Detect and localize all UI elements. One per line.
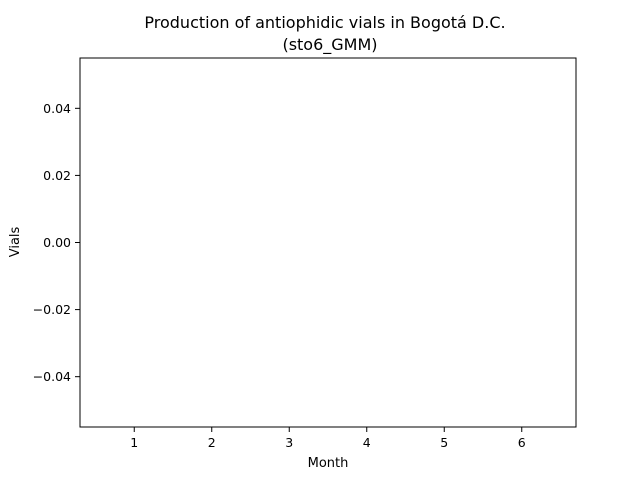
chart-title: Production of antiophidic vials in Bogot… bbox=[144, 13, 505, 32]
x-tick-label: 4 bbox=[363, 435, 371, 450]
x-tick-label: 6 bbox=[518, 435, 526, 450]
x-tick-label: 1 bbox=[130, 435, 138, 450]
x-axis: 1 2 3 4 5 6 bbox=[130, 427, 526, 450]
y-tick-label: 0.02 bbox=[43, 168, 71, 183]
y-axis: 0.04 0.02 0.00 −0.02 −0.04 bbox=[33, 101, 80, 384]
x-axis-label: Month bbox=[308, 456, 349, 471]
x-tick-label: 2 bbox=[208, 435, 216, 450]
y-tick-label: −0.04 bbox=[33, 369, 71, 384]
y-tick-label: 0.04 bbox=[43, 101, 71, 116]
y-tick-label: −0.02 bbox=[33, 302, 71, 317]
x-tick-label: 3 bbox=[285, 435, 293, 450]
chart-subtitle: (sto6_GMM) bbox=[282, 35, 377, 55]
y-axis-label: Vials bbox=[8, 226, 23, 257]
plot-area bbox=[79, 57, 577, 428]
x-tick-label: 5 bbox=[440, 435, 448, 450]
y-tick-label: 0.00 bbox=[43, 235, 71, 250]
